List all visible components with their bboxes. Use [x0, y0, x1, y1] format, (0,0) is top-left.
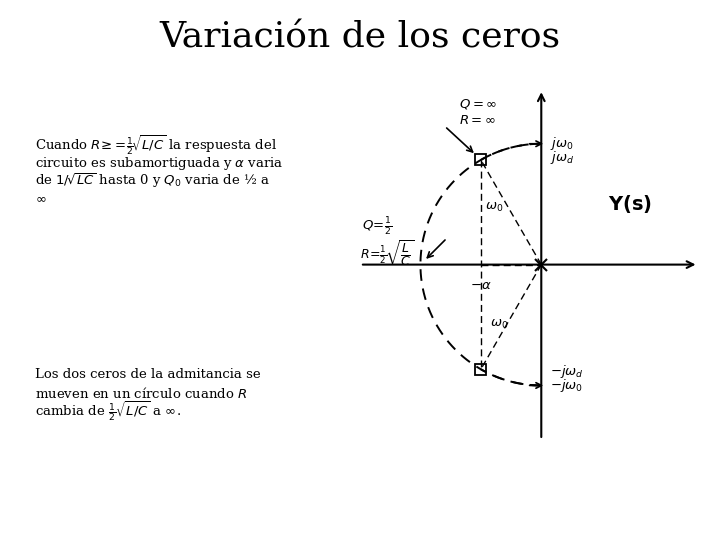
Text: Variación de los ceros: Variación de los ceros — [159, 21, 561, 55]
Text: Cuando $R\!\geq\!=\!\frac{1}{2}\!\sqrt{L/C}$ la respuesta del: Cuando $R\!\geq\!=\!\frac{1}{2}\!\sqrt{L… — [35, 133, 277, 157]
Text: $\infty$: $\infty$ — [35, 192, 47, 206]
Text: de $1/\!\sqrt{LC}$ hasta 0 y $Q_0$ varia de ½ a: de $1/\!\sqrt{LC}$ hasta 0 y $Q_0$ varia… — [35, 172, 270, 191]
Text: cambia de $\frac{1}{2}\sqrt{L/C}$ a $\infty$.: cambia de $\frac{1}{2}\sqrt{L/C}$ a $\in… — [35, 399, 181, 423]
Text: $\omega_0$: $\omega_0$ — [490, 318, 508, 330]
Text: $j\omega_d$: $j\omega_d$ — [550, 149, 574, 166]
Text: $-\alpha$: $-\alpha$ — [470, 279, 492, 292]
Text: $R = \infty$: $R = \infty$ — [459, 114, 496, 127]
Text: $Q = \infty$: $Q = \infty$ — [459, 97, 498, 111]
Text: $R\!=\!\frac{1}{2}\!\sqrt{\dfrac{L}{C}}$: $R\!=\!\frac{1}{2}\!\sqrt{\dfrac{L}{C}}$ — [360, 238, 414, 268]
Text: $\omega_0$: $\omega_0$ — [485, 201, 503, 214]
Text: $-j\omega_0$: $-j\omega_0$ — [550, 377, 583, 394]
Text: $j\omega_0$: $j\omega_0$ — [550, 135, 573, 152]
Text: $-j\omega_d$: $-j\omega_d$ — [550, 363, 583, 380]
Text: Los dos ceros de la admitancia se: Los dos ceros de la admitancia se — [35, 368, 261, 381]
Text: $Q\!=\!\frac{1}{2}$: $Q\!=\!\frac{1}{2}$ — [362, 216, 392, 238]
Text: mueven en un círculo cuando $R$: mueven en un círculo cuando $R$ — [35, 386, 247, 401]
Text: circuito es subamortiguada y $\alpha$ varia: circuito es subamortiguada y $\alpha$ va… — [35, 154, 284, 172]
Text: $\mathbf{Y(s)}$: $\mathbf{Y(s)}$ — [608, 193, 652, 215]
